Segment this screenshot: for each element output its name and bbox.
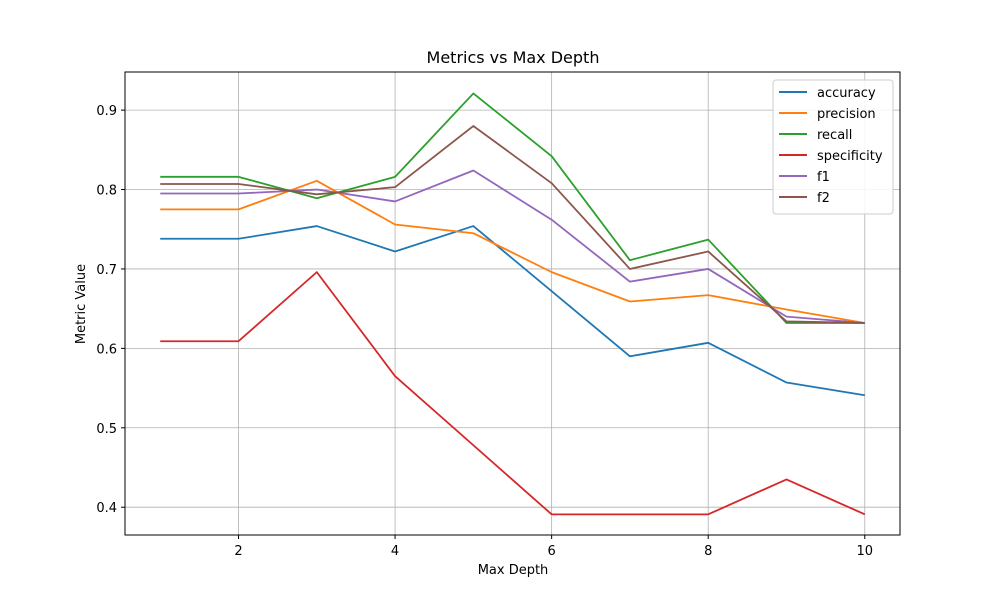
y-tick-label: 0.4 xyxy=(96,501,117,516)
series-lines xyxy=(160,92,866,516)
legend-label-precision: precision xyxy=(817,107,876,122)
grid xyxy=(125,72,900,535)
y-tick-label: 0.9 xyxy=(96,104,117,119)
legend-label-f2: f2 xyxy=(817,191,830,206)
series-line-precision xyxy=(160,179,865,324)
x-tick-label: 10 xyxy=(856,544,873,559)
y-tick-label: 0.7 xyxy=(96,263,117,278)
axis-ticks: 2 4 6 8 10 0.4 0.5 0.6 0.7 0.8 0.9 xyxy=(96,104,873,559)
legend-label-specificity: specificity xyxy=(817,149,883,164)
series-line-f2 xyxy=(160,125,865,324)
chart-title: Metrics vs Max Depth xyxy=(427,48,600,67)
series-line-accuracy xyxy=(160,225,865,397)
legend-label-recall: recall xyxy=(817,128,852,143)
series-line-recall xyxy=(160,92,865,324)
legend: accuracy precision recall specificity f1 f2 xyxy=(772,79,894,215)
plot-area-frame xyxy=(124,71,901,536)
x-tick-label: 2 xyxy=(234,544,242,559)
x-tick-label: 8 xyxy=(704,544,712,559)
x-tick-label: 4 xyxy=(391,544,399,559)
legend-label-accuracy: accuracy xyxy=(817,86,876,101)
y-tick-label: 0.5 xyxy=(96,422,117,437)
series-line-f1 xyxy=(160,169,865,324)
x-axis-label: Max Depth xyxy=(478,563,549,578)
y-axis-label: Metric Value xyxy=(74,264,89,344)
x-tick-label: 6 xyxy=(548,544,556,559)
legend-label-f1: f1 xyxy=(817,170,830,185)
y-tick-label: 0.8 xyxy=(96,184,117,199)
y-tick-label: 0.6 xyxy=(96,342,117,357)
series-line-specificity xyxy=(160,271,866,516)
